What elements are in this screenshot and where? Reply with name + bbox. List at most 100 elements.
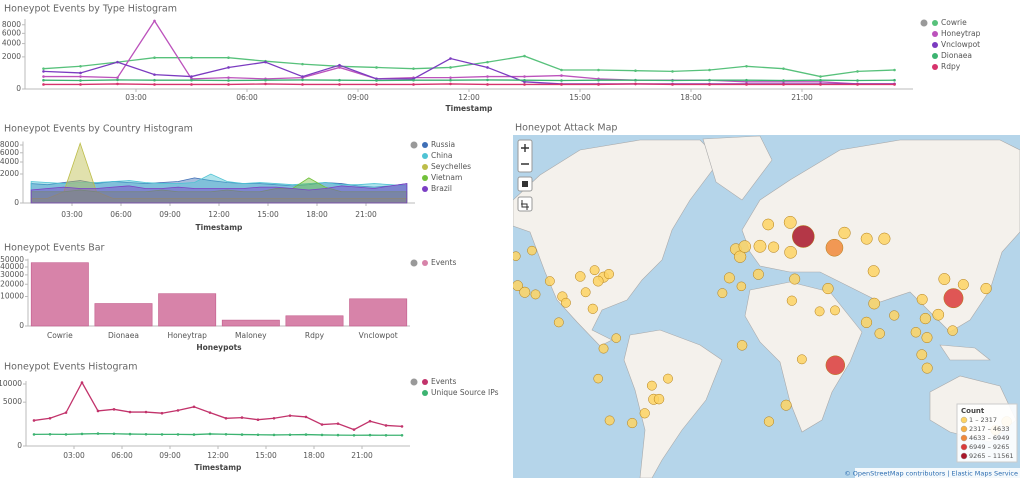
point — [288, 433, 292, 437]
point — [192, 405, 196, 409]
map-point — [947, 325, 958, 336]
point — [240, 416, 244, 419]
point — [523, 54, 526, 58]
point — [227, 76, 230, 79]
map-point — [860, 316, 873, 328]
x-tick-label: 15:00 — [255, 451, 277, 460]
line — [33, 381, 403, 431]
point — [338, 63, 341, 67]
point — [208, 432, 212, 436]
point — [893, 83, 896, 86]
point — [352, 433, 356, 437]
area — [30, 177, 408, 204]
point — [412, 67, 415, 70]
map-legend-swatch — [960, 452, 968, 460]
land — [702, 135, 773, 201]
point — [338, 78, 341, 82]
map-point — [752, 268, 764, 280]
point — [190, 56, 193, 59]
y-tick-label: 2000 — [0, 169, 19, 178]
point — [208, 411, 212, 414]
map-point — [814, 306, 825, 317]
map-point — [763, 416, 775, 427]
point — [264, 82, 267, 86]
line — [33, 432, 402, 436]
line — [43, 55, 895, 78]
point — [128, 410, 132, 414]
attribution-box — [855, 468, 1020, 478]
point — [42, 75, 45, 78]
x-tick-label: 18:00 — [303, 451, 325, 460]
point — [412, 78, 415, 82]
point — [368, 419, 372, 423]
point — [304, 415, 308, 419]
point — [384, 433, 388, 437]
x-tick-label: Maloney — [235, 331, 267, 340]
point — [304, 433, 308, 436]
point — [79, 79, 82, 82]
point — [384, 424, 388, 427]
map-point — [717, 288, 728, 299]
point — [256, 418, 260, 422]
legend-swatch — [422, 186, 428, 192]
point — [227, 83, 230, 86]
map-point — [784, 245, 797, 259]
x-tick-label: 15:00 — [569, 93, 591, 102]
y-tick-label: 0 — [17, 441, 22, 450]
y-tick-label: 0 — [16, 84, 21, 93]
map-point — [598, 343, 609, 354]
point — [42, 67, 45, 70]
x-axis-title: Timestamp — [195, 463, 243, 472]
y-tick-label: 2000 — [2, 52, 21, 61]
map-point — [867, 265, 880, 278]
map-point — [736, 340, 748, 351]
map-legend-title: Count — [961, 407, 985, 415]
y-tick-label: 20000 — [0, 279, 24, 288]
point — [227, 66, 230, 69]
legend-label: Vietnam — [431, 173, 462, 182]
point — [560, 83, 563, 86]
line — [43, 79, 895, 82]
point — [449, 78, 452, 82]
point — [560, 74, 563, 77]
map-point — [943, 288, 964, 309]
point — [745, 64, 748, 68]
map-point — [868, 297, 881, 310]
point — [264, 78, 267, 82]
y-tick-label: 4000 — [2, 39, 21, 48]
legend-swatch — [422, 260, 428, 266]
x-tick-label: 15:00 — [257, 210, 279, 219]
legend-swatch — [932, 31, 938, 37]
map-point — [792, 225, 815, 248]
point — [64, 411, 68, 414]
legend-toggle — [410, 259, 418, 267]
point — [782, 67, 785, 70]
point — [449, 66, 452, 69]
map-point — [553, 317, 564, 328]
legend-toggle — [410, 378, 418, 386]
point — [112, 432, 116, 436]
panel-title: Honeypot Events Histogram — [4, 362, 138, 373]
x-tick-label: Honeytrap — [167, 331, 207, 340]
point — [190, 78, 193, 82]
map-point — [587, 303, 598, 314]
point — [96, 409, 100, 413]
map-point — [580, 287, 591, 298]
area — [30, 141, 408, 204]
map-point — [513, 280, 523, 292]
point — [301, 83, 304, 86]
point — [856, 70, 859, 73]
point — [227, 56, 230, 59]
point — [64, 433, 68, 436]
map-points — [513, 215, 1012, 436]
point — [412, 83, 415, 86]
zoom-buttons[interactable] — [521, 144, 529, 165]
point — [523, 83, 526, 86]
point — [176, 409, 180, 412]
point — [264, 60, 267, 64]
map-point — [878, 232, 891, 245]
x-tick-label: 12:00 — [207, 451, 229, 460]
y-tick-label: 8000 — [2, 20, 21, 29]
x-axis-title: Timestamp — [196, 223, 244, 232]
point — [153, 56, 156, 59]
